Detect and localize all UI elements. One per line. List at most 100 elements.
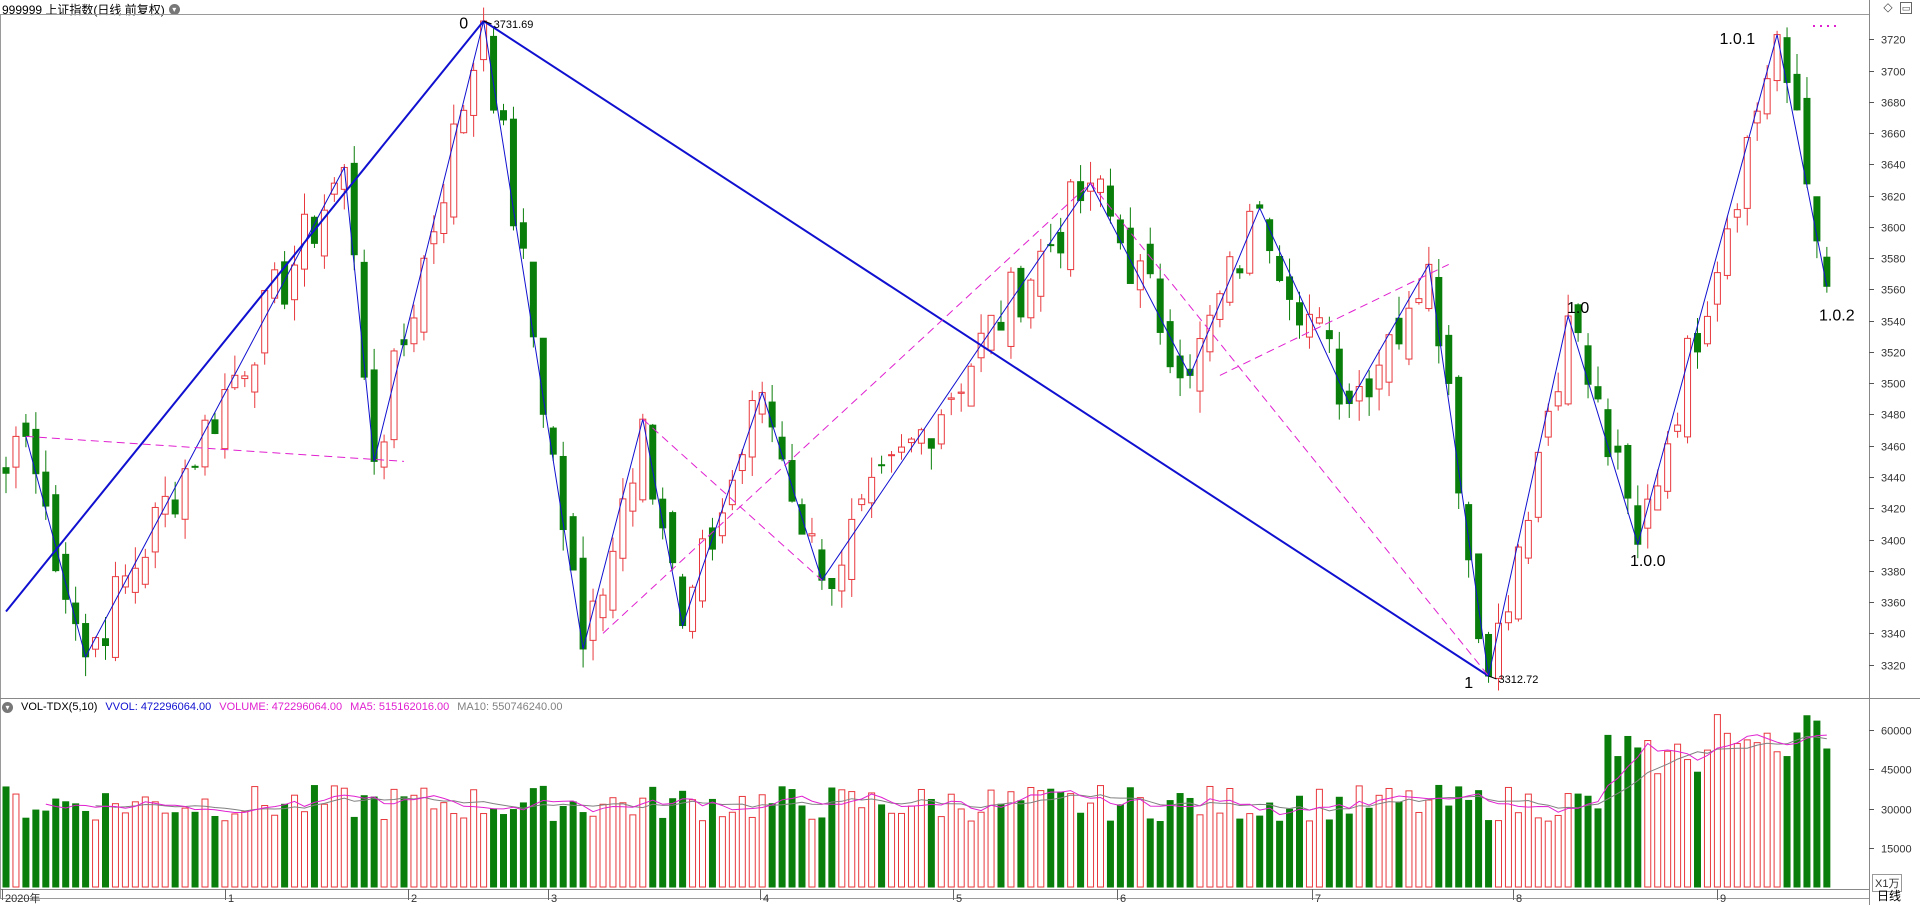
volume-bar — [1296, 795, 1303, 888]
candle-body — [649, 424, 657, 500]
volume-bar — [310, 785, 318, 888]
price-tick-label: 3700 — [1881, 67, 1905, 79]
candle-body — [211, 419, 219, 435]
volume-bar — [111, 803, 119, 888]
volume-bar — [251, 786, 259, 888]
period-tab-daily[interactable]: 日线 — [1877, 889, 1902, 903]
candle-body — [1584, 345, 1592, 385]
wave-label: 1.0.0 — [1630, 553, 1666, 570]
volume-bar — [559, 805, 567, 888]
volume-bar — [1335, 796, 1343, 888]
volume-bar — [1435, 784, 1443, 888]
volume-bar — [1415, 811, 1423, 888]
volume-bar — [1385, 787, 1393, 888]
diamond-icon[interactable]: ◇ — [1883, 0, 1893, 14]
dashed-channel-line — [602, 182, 1091, 634]
candle-body — [1743, 137, 1751, 209]
chevron-down-icon[interactable]: ▾ — [2, 701, 13, 713]
volume-bar — [102, 793, 109, 888]
volume-bar — [12, 793, 20, 888]
volume-bar — [1813, 720, 1821, 888]
candle-body — [1355, 386, 1363, 402]
volume-bar — [1654, 773, 1662, 888]
volume-bar — [1445, 805, 1453, 888]
candle-body — [629, 482, 637, 512]
volume-bar — [1574, 793, 1582, 888]
candle-body — [1723, 228, 1731, 276]
volume-bar — [62, 801, 70, 888]
volume-bar — [1077, 812, 1085, 888]
candle-body — [669, 512, 677, 564]
volume-bar — [838, 789, 846, 888]
volume-bar — [858, 807, 866, 888]
candle-body — [1007, 271, 1015, 347]
volume-bar — [1365, 807, 1373, 888]
volume-bar — [818, 817, 826, 888]
candle-body — [659, 498, 667, 529]
candle-body — [888, 454, 896, 457]
volume-bar — [947, 793, 955, 888]
volume-bar — [261, 805, 269, 888]
volume-bar — [1614, 756, 1622, 888]
candle-body — [430, 231, 438, 245]
candle-body — [1733, 209, 1741, 218]
volume-bar — [1007, 791, 1015, 888]
volume-bar — [420, 787, 428, 888]
window-restore-icon[interactable]: ▭ — [1900, 2, 1912, 14]
volume-bar — [151, 801, 159, 888]
volume-bar — [798, 805, 806, 888]
volume-bar — [1146, 818, 1154, 888]
volume-bar — [400, 796, 408, 888]
candle-body — [1077, 181, 1085, 202]
volume-bar — [1106, 820, 1114, 888]
candle-body — [1037, 250, 1045, 297]
volume-bar — [470, 789, 478, 888]
chevron-down-icon[interactable]: ▾ — [168, 4, 180, 15]
volume-bar — [32, 809, 40, 888]
candle-body — [291, 264, 299, 301]
volume-bar — [281, 803, 289, 888]
volume-bar — [1534, 817, 1542, 888]
volume-bar — [52, 798, 60, 888]
candle-body — [718, 512, 726, 537]
volume-unit-label: X1万 — [1872, 874, 1903, 892]
candle-body — [1684, 337, 1692, 438]
volume-bar — [1186, 797, 1194, 888]
price-tick-label: 3480 — [1881, 410, 1905, 422]
time-tick-label: 2020年 — [5, 891, 40, 905]
candle-body — [798, 504, 806, 535]
price-tick-label: 3580 — [1881, 254, 1905, 266]
volume-bar — [808, 818, 816, 888]
volume-bar — [718, 816, 726, 888]
volume-bar — [728, 811, 736, 888]
wave-label: 0 — [459, 15, 468, 32]
candle-body — [599, 594, 607, 619]
plot-frame — [0, 14, 1870, 899]
wave-label: 1.0.1 — [1720, 31, 1756, 48]
volume-bar — [639, 797, 647, 888]
volume-bar — [619, 802, 627, 888]
volume-bar — [1166, 800, 1174, 888]
price-tick-label: 3620 — [1881, 192, 1905, 204]
dashed-channel-line — [642, 418, 823, 581]
candle-body — [1763, 78, 1771, 115]
volume-bar — [1684, 759, 1692, 888]
price-annotation: 3731.69 — [494, 19, 534, 31]
volume-bar — [410, 794, 418, 888]
volume-bar — [1733, 743, 1741, 888]
volume-bar — [1206, 785, 1214, 888]
volume-bar — [1126, 787, 1134, 888]
volume-bar — [350, 816, 358, 888]
candle-body — [330, 182, 338, 195]
volume-bar — [977, 811, 985, 888]
candle-body — [1713, 272, 1721, 305]
price-tick-label: 3640 — [1881, 160, 1905, 172]
price-tick-label: 3460 — [1881, 442, 1905, 454]
candle-body — [967, 365, 975, 407]
volume-bar — [1544, 820, 1552, 888]
volume-bar — [1037, 790, 1045, 888]
volume-bar — [579, 812, 587, 888]
volume-bar — [1047, 788, 1055, 888]
